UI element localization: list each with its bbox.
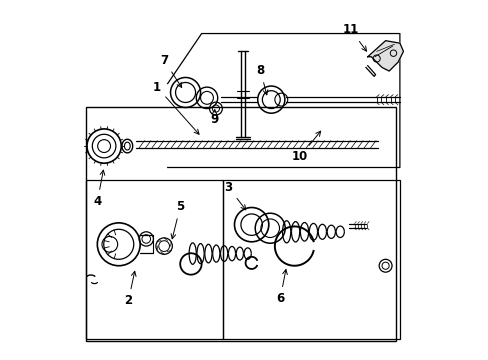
Text: 10: 10 — [291, 131, 320, 163]
Text: 2: 2 — [124, 271, 136, 307]
Text: 6: 6 — [276, 270, 287, 305]
Bar — [223, 180, 399, 339]
Text: 8: 8 — [256, 64, 267, 95]
Bar — [85, 180, 223, 339]
Text: 7: 7 — [160, 54, 182, 87]
Text: 1: 1 — [153, 81, 199, 134]
Text: 5: 5 — [171, 200, 184, 239]
Text: 9: 9 — [209, 110, 218, 126]
Polygon shape — [367, 41, 403, 71]
Bar — [85, 107, 395, 341]
Text: 11: 11 — [342, 23, 366, 51]
Text: 3: 3 — [224, 181, 245, 210]
Text: 4: 4 — [93, 170, 104, 208]
